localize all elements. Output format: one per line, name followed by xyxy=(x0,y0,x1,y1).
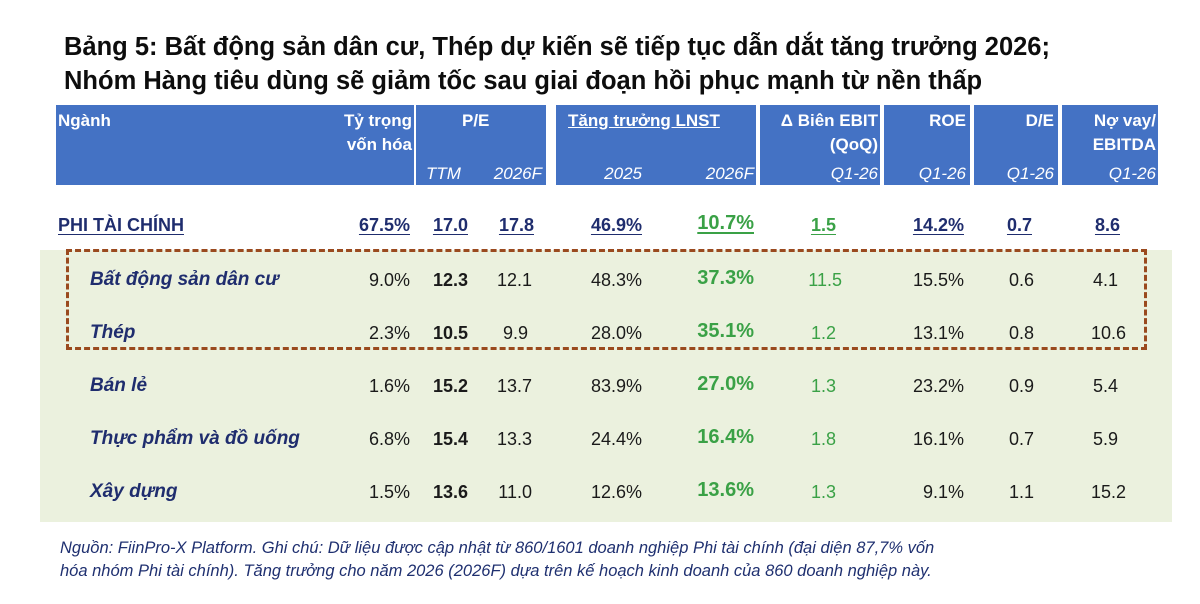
row-total-roe: 14.2% xyxy=(912,215,964,235)
header-pe: P/E xyxy=(462,111,490,130)
header-block-lnst xyxy=(556,105,756,185)
row-roe: 15.5% xyxy=(912,270,964,290)
header-block-debt xyxy=(1062,105,1158,185)
row-pe-2026f: 11.0 xyxy=(498,482,532,502)
row-pe-ttm: 10.5 xyxy=(432,323,468,343)
header-debt-line2: EBITDA xyxy=(1092,135,1156,154)
header-block-pe xyxy=(416,105,546,185)
header-nganh: Ngành xyxy=(58,111,111,130)
sector-rows-background xyxy=(40,250,1172,522)
row-g2025: 83.9% xyxy=(590,376,642,396)
row-pe-2026f: 9.9 xyxy=(502,323,528,343)
row-g2025: 12.6% xyxy=(590,482,642,502)
header-lnst-2026f: 2026F xyxy=(705,164,754,183)
header-de-sub: Q1-26 xyxy=(1006,164,1054,183)
header-weight-line1: Tỷ trọng xyxy=(344,111,412,130)
header-pe-ttm: TTM xyxy=(426,164,461,183)
row-total-debt: 8.6 xyxy=(1094,215,1120,235)
row-pe-ttm: 15.4 xyxy=(432,429,468,449)
header-roe: ROE xyxy=(929,111,966,130)
row-ebit: 1.2 xyxy=(810,323,836,343)
header-block-roe xyxy=(884,105,970,185)
row-g2025: 48.3% xyxy=(590,270,642,290)
row-ebit: 1.8 xyxy=(810,429,836,449)
row-weight: 9.0% xyxy=(368,270,410,290)
row-debt: 5.9 xyxy=(1092,429,1118,449)
header-lnst-2025: 2025 xyxy=(604,164,642,183)
row-weight: 1.6% xyxy=(368,376,410,396)
row-ebit: 1.3 xyxy=(810,482,836,502)
header-de: D/E xyxy=(1025,111,1054,130)
row-name: Thép xyxy=(90,322,136,343)
row-weight: 6.8% xyxy=(368,429,410,449)
header-block-nganh xyxy=(56,105,414,185)
row-g2025: 24.4% xyxy=(590,429,642,449)
row-pe-ttm: 13.6 xyxy=(432,482,468,502)
row-total-ebit: 1.5 xyxy=(810,215,836,235)
footnote-line-1: Nguồn: FiinPro-X Platform. Ghi chú: Dữ l… xyxy=(60,539,935,557)
row-de: 0.7 xyxy=(1008,429,1034,449)
row-pe-2026f: 13.7 xyxy=(496,376,532,396)
header-block-de xyxy=(974,105,1058,185)
row-de: 0.6 xyxy=(1008,270,1034,290)
row-total-pe-2026f: 17.8 xyxy=(498,215,534,235)
source-footnote: Nguồn: FiinPro-X Platform. Ghi chú: Dữ l… xyxy=(60,537,1170,583)
row-ebit: 11.5 xyxy=(808,270,842,290)
row-roe: 23.2% xyxy=(912,376,964,396)
row-debt: 15.2 xyxy=(1090,482,1126,502)
row-g2026f: 27.0% xyxy=(697,373,754,395)
row-roe: 16.1% xyxy=(912,429,964,449)
row-de: 1.1 xyxy=(1008,482,1034,502)
footnote-line-2: hóa nhóm Phi tài chính). Tăng trưởng cho… xyxy=(60,562,932,580)
row-debt: 10.6 xyxy=(1090,323,1126,343)
row-de: 0.9 xyxy=(1008,376,1034,396)
row-ebit: 1.3 xyxy=(810,376,836,396)
header-weight-line2: vốn hóa xyxy=(346,135,412,154)
row-name: Thực phẩm và đồ uống xyxy=(90,428,300,449)
highlight-dashed-box xyxy=(66,249,1147,350)
header-block-ebit xyxy=(760,105,880,185)
title-line-2: Nhóm Hàng tiêu dùng sẽ giảm tốc sau giai… xyxy=(64,67,983,95)
header-debt-line1: Nợ vay/ xyxy=(1093,111,1156,130)
row-total-g2026f: 10.7% xyxy=(697,212,754,234)
header-roe-sub: Q1-26 xyxy=(918,164,966,183)
row-name: Bất động sản dân cư xyxy=(90,269,279,290)
row-name: Xây dựng xyxy=(90,481,178,502)
row-debt: 4.1 xyxy=(1092,270,1118,290)
header-ebit-line1: Δ Biên EBIT xyxy=(780,111,878,130)
row-g2026f: 35.1% xyxy=(697,320,754,342)
table-title: Bảng 5: Bất động sản dân cư, Thép dự kiế… xyxy=(64,30,1184,98)
title-line-1: Bảng 5: Bất động sản dân cư, Thép dự kiế… xyxy=(64,33,1050,61)
header-lnst: Tăng trưởng LNST xyxy=(568,111,720,130)
row-pe-2026f: 13.3 xyxy=(496,429,532,449)
row-pe-2026f: 12.1 xyxy=(496,270,532,290)
row-total-pe-ttm: 17.0 xyxy=(432,215,468,235)
row-pe-ttm: 12.3 xyxy=(432,270,468,290)
row-total-name: PHI TÀI CHÍNH xyxy=(58,215,184,235)
row-g2025: 28.0% xyxy=(590,323,642,343)
row-pe-ttm: 15.2 xyxy=(432,376,468,396)
row-weight: 1.5% xyxy=(368,482,410,502)
row-g2026f: 37.3% xyxy=(697,267,754,289)
header-pe-2026f: 2026F xyxy=(493,164,542,183)
row-roe: 9.1% xyxy=(922,482,964,502)
row-roe: 13.1% xyxy=(912,323,964,343)
row-total-weight: 67.5% xyxy=(358,215,410,235)
row-total-g2025: 46.9% xyxy=(590,215,642,235)
row-weight: 2.3% xyxy=(368,323,410,343)
row-g2026f: 16.4% xyxy=(697,426,754,448)
row-name: Bán lẻ xyxy=(90,375,148,396)
row-total-de: 0.7 xyxy=(1006,215,1032,235)
row-de: 0.8 xyxy=(1008,323,1034,343)
row-debt: 5.4 xyxy=(1092,376,1118,396)
header-ebit-line2: (QoQ) xyxy=(829,135,878,154)
row-g2026f: 13.6% xyxy=(697,479,754,501)
header-ebit-sub: Q1-26 xyxy=(830,164,878,183)
header-debt-sub: Q1-26 xyxy=(1108,164,1156,183)
